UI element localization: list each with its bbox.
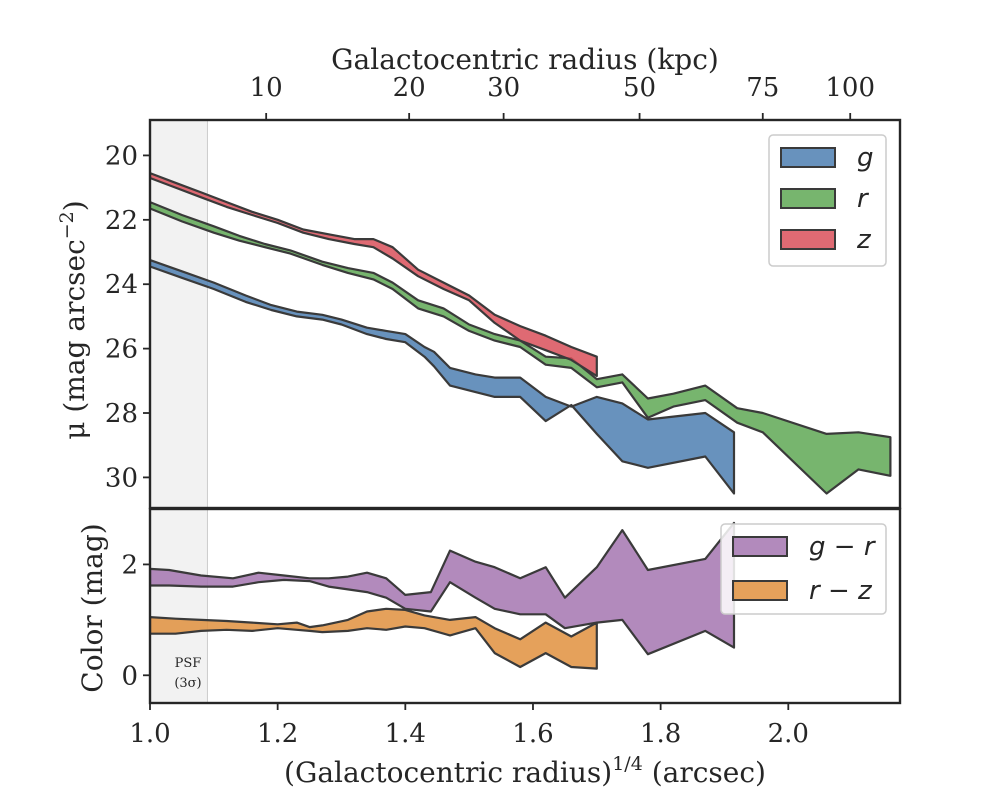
legend-label-g: g xyxy=(857,143,874,173)
x-tick-label: 1.8 xyxy=(640,719,681,749)
y-tick-label: 26 xyxy=(105,335,138,365)
top-series-group xyxy=(150,172,892,495)
top-axis-tick-label: 30 xyxy=(487,73,520,103)
top-axis-tick-label: 75 xyxy=(746,73,779,103)
legend-label-rz: r − z xyxy=(809,576,873,606)
surface-brightness-panel: 20 22 24 26 28 30 10 20 30 50 75 100 grz xyxy=(105,73,902,510)
x-axis-label-exponent: 1/4 xyxy=(612,753,643,775)
series-band-r xyxy=(150,201,892,495)
legend-swatch-rz xyxy=(732,580,788,601)
legend-swatch-g xyxy=(780,147,836,168)
x-tick-label: 1.2 xyxy=(257,719,298,749)
y-axis-label-color: Color (mag) xyxy=(76,523,109,692)
psf-shaded-region xyxy=(150,509,208,703)
psf-label-line1: PSF xyxy=(175,656,202,671)
x-tick-label: 1.6 xyxy=(512,719,553,749)
x-axis-label-main: (Galactocentric radius) xyxy=(284,756,612,789)
top-axis-tick-label: 100 xyxy=(825,73,875,103)
y-tick-label: 30 xyxy=(105,463,138,493)
bottom-axes-frame xyxy=(148,507,902,705)
legend-swatch-r xyxy=(780,188,836,209)
top-axis-tick-label: 10 xyxy=(250,73,283,103)
x-axis-label: (Galactocentric radius)1/4 (arcsec) xyxy=(284,753,766,789)
top-axis-label: Galactocentric radius (kpc) xyxy=(331,43,719,76)
legend-label-gr: g − r xyxy=(809,532,877,562)
x-tick-label: 1.4 xyxy=(385,719,426,749)
color-panel: 0 2 1.0 1.2 1.4 1.6 1.8 2.0 PSF (3σ) g − r r − z xyxy=(121,507,902,749)
legend-swatch-gr xyxy=(732,536,788,557)
y-axis-label-close: ) xyxy=(58,200,91,211)
series-band-z xyxy=(150,172,598,378)
y-axis-label-surface-brightness: μ (mag arcsec−2) xyxy=(56,200,91,439)
y-axis-label-exponent: −2 xyxy=(56,211,78,239)
y-tick-label: 24 xyxy=(105,270,138,300)
top-axis-tick-label: 20 xyxy=(393,73,426,103)
y-axis-label-main: μ (mag arcsec xyxy=(58,239,91,439)
x-tick-label: 1.0 xyxy=(129,719,170,749)
x-axis-label-tail: (arcsec) xyxy=(643,756,766,789)
y-tick-label: 22 xyxy=(105,206,138,236)
psf-label-line2: (3σ) xyxy=(174,676,201,691)
legend-swatch-z xyxy=(780,229,836,250)
bottom-series-group xyxy=(150,521,736,670)
series-band-rz xyxy=(150,607,598,670)
y-tick-label: 2 xyxy=(121,550,138,580)
y-tick-label: 20 xyxy=(105,141,138,171)
y-tick-label: 0 xyxy=(121,661,138,691)
x-tick-label: 2.0 xyxy=(768,719,809,749)
series-band-gr xyxy=(150,521,736,656)
legend-label-r: r xyxy=(857,184,870,214)
legend-label-z: z xyxy=(856,225,872,255)
series-band-g xyxy=(150,259,736,495)
top-axis-tick-label: 50 xyxy=(623,73,656,103)
y-tick-label: 28 xyxy=(105,399,138,429)
